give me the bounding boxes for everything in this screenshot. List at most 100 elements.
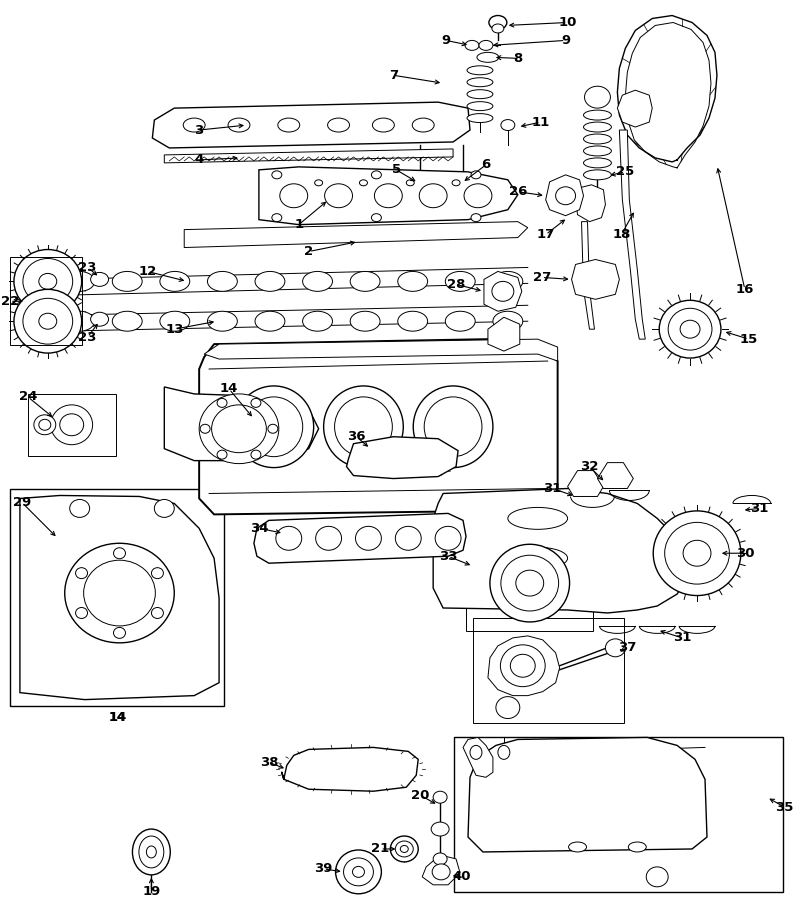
Text: 7: 7 [389, 68, 398, 82]
Polygon shape [463, 737, 493, 778]
Ellipse shape [160, 272, 190, 292]
Ellipse shape [467, 66, 493, 75]
Ellipse shape [396, 841, 413, 857]
Ellipse shape [65, 272, 94, 292]
Ellipse shape [467, 102, 493, 111]
Ellipse shape [351, 311, 380, 331]
Ellipse shape [659, 301, 721, 358]
Ellipse shape [433, 853, 447, 865]
Text: 13: 13 [165, 323, 183, 336]
Ellipse shape [268, 424, 278, 433]
Ellipse shape [200, 424, 210, 433]
Text: 12: 12 [138, 265, 156, 278]
Polygon shape [468, 737, 707, 852]
Text: 34: 34 [250, 522, 268, 535]
Polygon shape [259, 166, 518, 225]
Ellipse shape [490, 544, 569, 622]
Bar [454, 737, 783, 892]
Polygon shape [581, 221, 595, 329]
Ellipse shape [278, 118, 300, 132]
Text: 31: 31 [749, 502, 768, 515]
Ellipse shape [465, 40, 479, 50]
Ellipse shape [155, 500, 174, 518]
Ellipse shape [584, 122, 611, 132]
Ellipse shape [493, 272, 523, 292]
Ellipse shape [70, 500, 90, 518]
Ellipse shape [646, 867, 668, 886]
Ellipse shape [508, 508, 568, 529]
Ellipse shape [431, 822, 449, 836]
Ellipse shape [147, 846, 156, 858]
Ellipse shape [467, 77, 493, 86]
Polygon shape [618, 90, 652, 127]
Ellipse shape [113, 311, 142, 331]
Ellipse shape [276, 526, 301, 550]
Ellipse shape [328, 118, 350, 132]
Ellipse shape [228, 118, 250, 132]
Ellipse shape [34, 415, 56, 435]
Ellipse shape [351, 272, 380, 292]
Polygon shape [568, 471, 603, 497]
Ellipse shape [151, 608, 163, 618]
Text: 35: 35 [776, 801, 793, 814]
Ellipse shape [353, 867, 365, 877]
Polygon shape [184, 221, 528, 248]
Ellipse shape [75, 568, 87, 579]
Ellipse shape [628, 842, 646, 852]
Text: 18: 18 [612, 228, 630, 241]
Polygon shape [576, 184, 605, 221]
Text: 31: 31 [673, 632, 691, 644]
Ellipse shape [355, 526, 381, 550]
Ellipse shape [653, 511, 741, 596]
Polygon shape [204, 339, 557, 361]
Text: 17: 17 [537, 228, 555, 241]
Ellipse shape [419, 184, 447, 208]
Ellipse shape [83, 560, 155, 625]
Ellipse shape [398, 272, 427, 292]
Ellipse shape [217, 399, 227, 408]
Ellipse shape [556, 187, 576, 204]
Ellipse shape [374, 184, 402, 208]
Polygon shape [199, 339, 557, 515]
Polygon shape [488, 317, 519, 351]
Text: 30: 30 [736, 546, 754, 560]
Bar [466, 536, 593, 631]
Text: 3: 3 [194, 123, 204, 137]
Ellipse shape [501, 120, 515, 130]
Ellipse shape [508, 547, 568, 569]
Ellipse shape [446, 272, 475, 292]
Ellipse shape [496, 697, 519, 718]
Ellipse shape [90, 312, 109, 326]
Ellipse shape [208, 272, 237, 292]
Ellipse shape [668, 309, 712, 350]
Text: 10: 10 [558, 16, 577, 29]
Polygon shape [453, 182, 473, 188]
Ellipse shape [683, 540, 711, 566]
Polygon shape [164, 148, 453, 163]
Ellipse shape [396, 526, 421, 550]
Ellipse shape [605, 639, 626, 657]
Text: 29: 29 [13, 496, 31, 508]
Text: 22: 22 [1, 295, 19, 308]
Ellipse shape [65, 311, 94, 331]
Ellipse shape [272, 171, 282, 179]
Text: 28: 28 [447, 278, 465, 291]
Ellipse shape [508, 582, 568, 604]
Polygon shape [546, 175, 584, 216]
Ellipse shape [113, 272, 142, 292]
Text: 38: 38 [259, 756, 278, 769]
Text: 15: 15 [740, 333, 758, 346]
Ellipse shape [113, 548, 125, 559]
Ellipse shape [51, 405, 93, 445]
Polygon shape [572, 259, 619, 300]
Polygon shape [619, 130, 646, 339]
Polygon shape [484, 272, 522, 311]
Ellipse shape [39, 419, 51, 430]
Ellipse shape [335, 397, 393, 456]
Ellipse shape [390, 836, 418, 862]
Ellipse shape [492, 282, 514, 302]
Ellipse shape [479, 40, 493, 50]
Ellipse shape [511, 654, 535, 677]
Ellipse shape [59, 414, 83, 436]
Ellipse shape [255, 311, 285, 331]
